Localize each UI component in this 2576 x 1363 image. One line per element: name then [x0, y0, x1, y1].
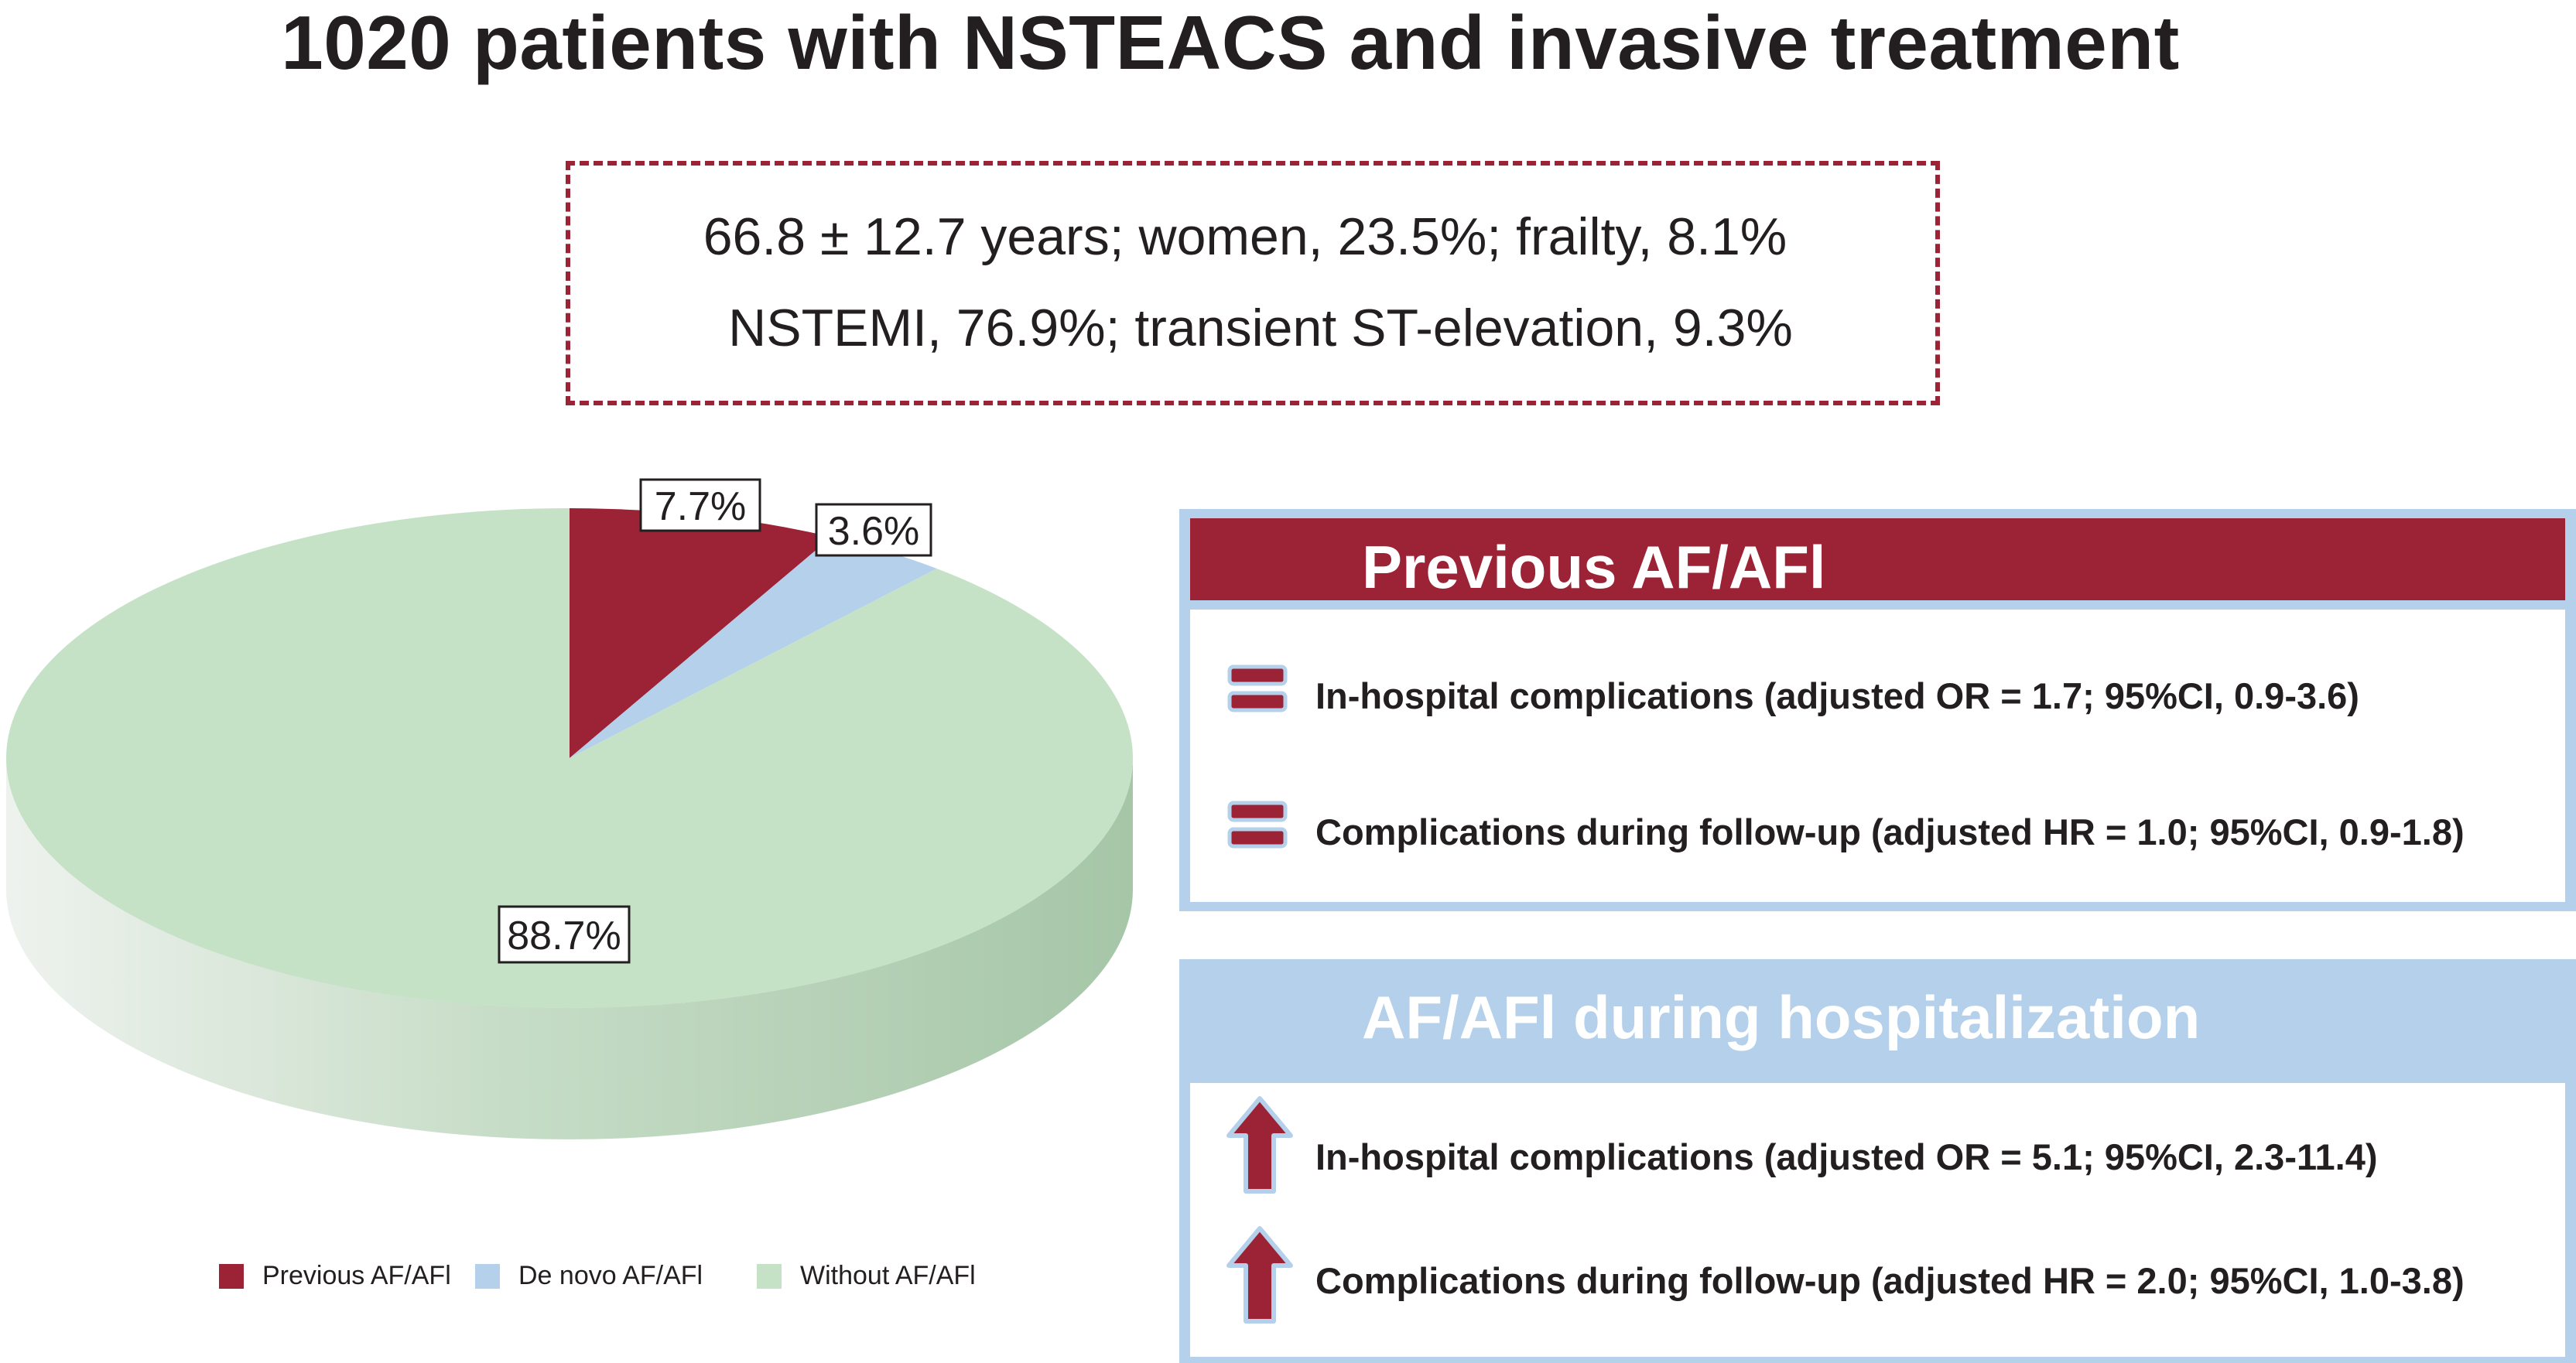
baseline-stats-box: 66.8 ± 12.7 years; women, 23.5%; frailty…: [566, 161, 1940, 405]
legend-swatch-de-novo: [475, 1263, 500, 1289]
hospital-af-panel-header: AF/AFl during hospitalization: [1190, 968, 2565, 1051]
legend-label-previous: Previous AF/AFl: [262, 1261, 451, 1290]
outcome-text: In-hospital complications (adjusted OR =…: [1315, 675, 2359, 716]
legend-item-previous: Previous AF/AFl: [219, 1261, 451, 1291]
stats-line-2: NSTEMI, 76.9%; transient ST-elevation, 9…: [728, 299, 1793, 357]
outcome-text: Complications during follow-up (adjusted…: [1315, 1260, 2465, 1301]
legend-swatch-previous: [219, 1263, 244, 1289]
legend-swatch-without: [757, 1263, 782, 1289]
arrow-up-icon: [1226, 1226, 1293, 1324]
data-label-box-previous: [639, 478, 761, 532]
pie-slice-de-novo: [570, 537, 937, 758]
hospital-af-panel-title: AF/AFl during hospitalization: [1362, 983, 2201, 1051]
previous-af-panel-header: Previous AF/AFl: [1190, 518, 2565, 601]
equals-icon: [1227, 664, 1288, 712]
legend-item-de-novo: De novo AF/AFl: [475, 1261, 703, 1291]
previous-af-panel: Previous AF/AFl In-hospital complication…: [1179, 509, 2576, 911]
pie-side-wall: [6, 758, 1133, 1139]
data-label-de-novo: 3.6%: [828, 509, 920, 554]
pie-slice-without: [6, 508, 1134, 1008]
hospital-af-panel: AF/AFl during hospitalization In-hospita…: [1179, 959, 2576, 1363]
outcome-row: In-hospital complications (adjusted OR =…: [1190, 1096, 2565, 1199]
outcome-text: Complications during follow-up (adjusted…: [1315, 811, 2465, 852]
outcome-row: In-hospital complications (adjusted OR =…: [1190, 658, 2565, 727]
page-title: 1020 patients with NSTEACS and invasive …: [281, 0, 2180, 85]
data-label-previous: 7.7%: [655, 484, 747, 529]
legend-label-without: Without AF/AFl: [800, 1261, 976, 1290]
hospital-af-panel-body: In-hospital complications (adjusted OR =…: [1190, 1083, 2565, 1357]
pie-chart: 7.7% 3.6% 88.7%: [6, 478, 1134, 1139]
outcome-row: Complications during follow-up (adjusted…: [1190, 1225, 2565, 1326]
previous-af-panel-title: Previous AF/AFl: [1362, 533, 1826, 601]
data-label-without: 88.7%: [507, 914, 621, 958]
equals-icon: [1227, 801, 1288, 849]
arrow-up-icon: [1226, 1096, 1293, 1194]
stats-line-1: 66.8 ± 12.7 years; women, 23.5%; frailty…: [703, 207, 1787, 266]
outcome-row: Complications during follow-up (adjusted…: [1190, 794, 2565, 863]
legend-label-de-novo: De novo AF/AFl: [518, 1261, 703, 1290]
data-label-box-de-novo: [815, 503, 932, 557]
outcome-text: In-hospital complications (adjusted OR =…: [1315, 1136, 2378, 1177]
data-label-box-without: [498, 905, 631, 964]
pie-slice-previous: [570, 508, 832, 758]
legend-item-without: Without AF/AFl: [757, 1261, 976, 1291]
previous-af-panel-body: In-hospital complications (adjusted OR =…: [1190, 610, 2565, 902]
